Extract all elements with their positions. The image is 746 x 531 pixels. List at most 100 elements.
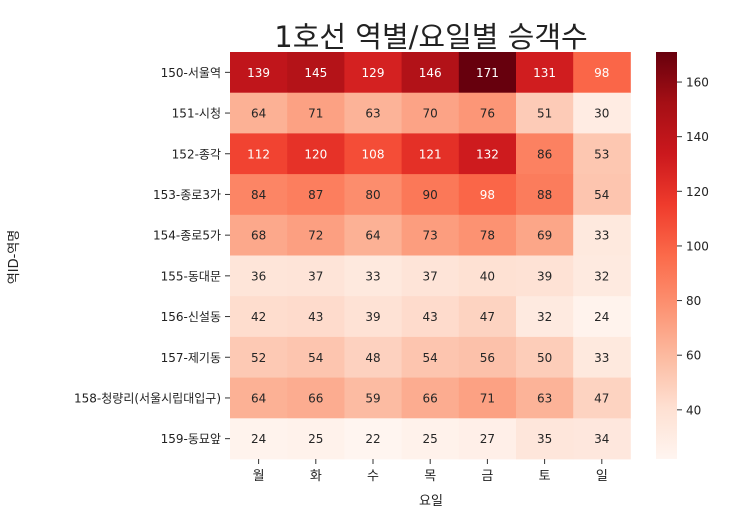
y-tick-label: 157-제기동 — [161, 351, 221, 365]
heatmap-cell — [401, 133, 460, 175]
heatmap-cell — [344, 377, 402, 419]
cell-value-label: 87 — [308, 188, 323, 202]
heatmap-cell — [458, 174, 517, 216]
colorbar: 40 60 80 100 120 140 160 — [656, 52, 709, 459]
heatmap-cell — [287, 52, 345, 94]
heatmap-cell — [344, 255, 402, 297]
heatmap-cell — [401, 52, 460, 94]
heatmap-cell — [287, 255, 345, 297]
heatmap-cell — [516, 336, 574, 378]
x-tick-label: 월 — [253, 469, 265, 484]
cell-value-label: 33 — [365, 269, 380, 283]
heatmap-cells — [230, 52, 631, 460]
heatmap-cell — [230, 336, 288, 378]
cell-value-label: 53 — [594, 147, 609, 161]
heatmap-cell — [573, 377, 631, 419]
cell-value-label: 78 — [480, 229, 495, 243]
cell-value-label: 84 — [251, 188, 266, 202]
colorbar-gradient — [656, 52, 677, 459]
heatmap-cell — [401, 92, 460, 134]
cell-value-label: 98 — [480, 188, 495, 202]
heatmap-cell — [458, 377, 517, 419]
heatmap-cell — [230, 52, 288, 94]
cell-value-label: 71 — [480, 391, 495, 405]
cell-value-label: 132 — [476, 147, 499, 161]
colorbar-tick-label: 140 — [686, 130, 709, 144]
cell-value-label: 98 — [594, 66, 609, 80]
heatmap-cell — [573, 418, 631, 460]
cell-value-label: 146 — [419, 66, 442, 80]
heatmap-cell — [401, 296, 460, 338]
y-axis: 150-서울역 151-시청 152-종각 153-종로3가 154-종로5가 155-동… — [74, 66, 230, 446]
chart-title: 1호선 역별/요일별 승객수 — [274, 20, 587, 54]
cell-value-label: 90 — [423, 188, 438, 202]
cell-value-label: 36 — [251, 269, 266, 283]
cell-value-label: 145 — [304, 66, 327, 80]
heatmap-cell — [230, 255, 288, 297]
cell-value-label: 37 — [308, 269, 323, 283]
heatmap-cell — [516, 174, 574, 216]
cell-value-label: 40 — [480, 269, 495, 283]
heatmap-cell — [516, 52, 574, 94]
colorbar-tick-label: 120 — [686, 185, 709, 199]
y-axis-label: 역ID-역명 — [7, 230, 22, 284]
cell-value-label: 64 — [365, 229, 380, 243]
heatmap-cell — [344, 92, 402, 134]
x-axis-label: 요일 — [419, 494, 443, 509]
cell-value-label: 33 — [594, 229, 609, 243]
cell-value-label: 73 — [423, 229, 438, 243]
heatmap-cell — [344, 133, 402, 175]
heatmap-cell — [573, 336, 631, 378]
heatmap-cell — [344, 296, 402, 338]
cell-value-label: 25 — [423, 432, 438, 446]
cell-value-label: 47 — [480, 310, 495, 324]
x-tick-label: 일 — [596, 469, 608, 484]
cell-value-label: 33 — [594, 351, 609, 365]
cell-value-label: 64 — [251, 391, 266, 405]
heatmap-cell — [573, 255, 631, 297]
y-tick-label: 159-동묘앞 — [161, 432, 221, 446]
heatmap-cell — [287, 133, 345, 175]
heatmap-cell — [287, 296, 345, 338]
heatmap-cell — [573, 214, 631, 256]
heatmap-cell — [458, 92, 517, 134]
heatmap-cell — [516, 377, 574, 419]
cell-value-label: 72 — [308, 229, 323, 243]
heatmap-cell — [344, 214, 402, 256]
cell-value-labels: 139 145 129 146 171 131 98 64 71 63 70 76 51 30 112 120… — [247, 66, 609, 446]
cell-value-label: 24 — [594, 310, 609, 324]
cell-value-label: 71 — [308, 107, 323, 121]
x-tick-label: 수 — [367, 469, 379, 484]
cell-value-label: 70 — [423, 107, 438, 121]
y-tick-label: 153-종로3가 — [153, 188, 221, 202]
heatmap-cell — [516, 92, 574, 134]
y-tick-label: 150-서울역 — [161, 66, 221, 80]
cell-value-label: 54 — [308, 351, 323, 365]
cell-value-label: 129 — [362, 66, 385, 80]
cell-value-label: 43 — [308, 310, 323, 324]
cell-value-label: 63 — [537, 391, 552, 405]
colorbar-tick-label: 100 — [686, 239, 709, 253]
y-tick-label: 155-동대문 — [161, 269, 221, 283]
cell-value-label: 39 — [537, 269, 552, 283]
heatmap-cell — [516, 418, 574, 460]
heatmap-cell — [287, 214, 345, 256]
cell-value-label: 66 — [423, 391, 438, 405]
heatmap-cell — [344, 336, 402, 378]
heatmap-cell — [573, 133, 631, 175]
heatmap-cell — [401, 214, 460, 256]
x-tick-label: 금 — [481, 469, 493, 484]
cell-value-label: 69 — [537, 229, 552, 243]
cell-value-label: 131 — [533, 66, 556, 80]
y-tick-label: 154-종로5가 — [153, 229, 221, 243]
cell-value-label: 43 — [423, 310, 438, 324]
cell-value-label: 59 — [365, 391, 380, 405]
colorbar-tick-label: 40 — [686, 403, 701, 417]
cell-value-label: 35 — [537, 432, 552, 446]
cell-value-label: 47 — [594, 391, 609, 405]
cell-value-label: 51 — [537, 107, 552, 121]
cell-value-label: 120 — [304, 147, 327, 161]
x-tick-label: 토 — [539, 469, 551, 484]
